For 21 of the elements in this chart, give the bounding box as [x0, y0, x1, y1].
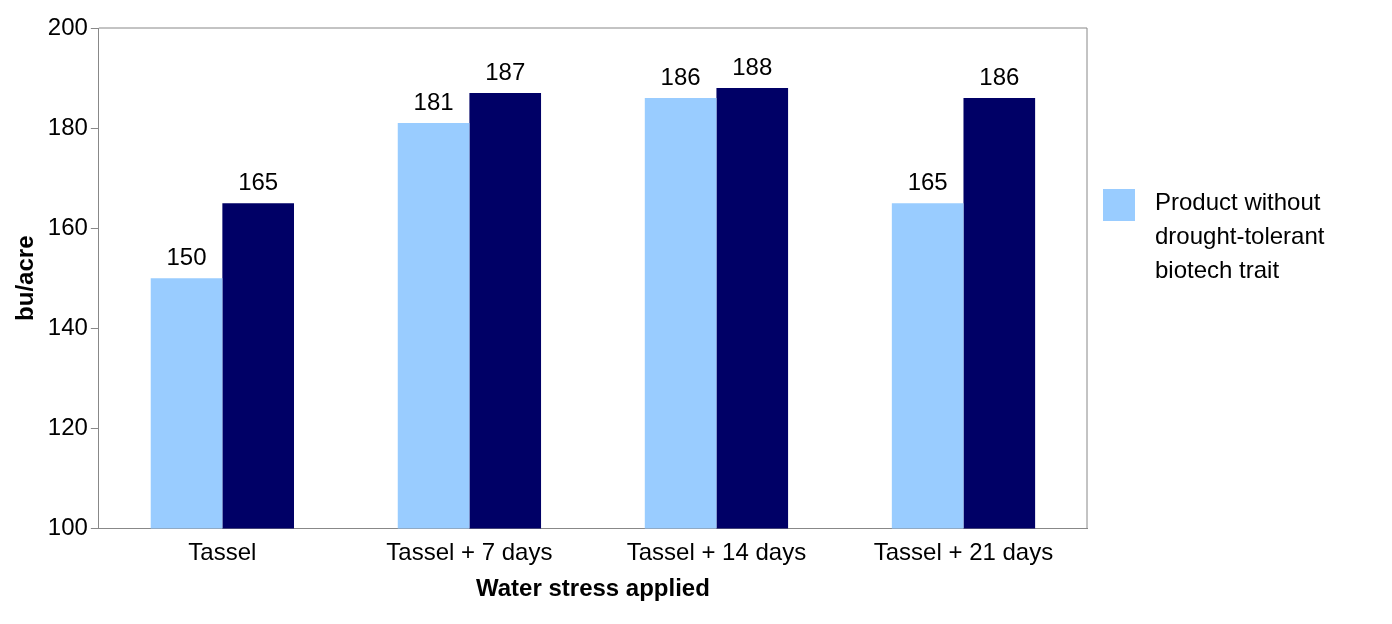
y-tick-label: 180: [47, 112, 88, 140]
data-label: 187: [485, 57, 526, 85]
y-tick-label: 120: [47, 412, 88, 440]
x-tick-label: Tassel + 14 days: [626, 538, 807, 566]
x-tick-label: Tassel: [188, 538, 257, 566]
y-tick-label: 200: [47, 12, 88, 40]
data-label: 165: [238, 167, 279, 195]
data-label: 188: [732, 52, 773, 80]
y-tick-label: 140: [47, 312, 88, 340]
x-tick-label: Tassel + 7 days: [386, 538, 553, 566]
x-tick-label: Tassel + 21 days: [873, 538, 1054, 566]
y-tick-label: 100: [47, 513, 88, 541]
legend-label: Product without drought-tolerant biotech trait: [1155, 187, 1326, 285]
y-axis-title: bu/acre: [11, 235, 39, 321]
data-label: 181: [413, 87, 454, 115]
data-label: 150: [166, 242, 207, 270]
data-label: 186: [660, 62, 701, 90]
x-axis-title: Water stress applied: [475, 574, 710, 602]
data-label: 165: [907, 167, 948, 195]
data-label: 186: [979, 62, 1020, 90]
y-tick-label: 160: [47, 212, 88, 240]
